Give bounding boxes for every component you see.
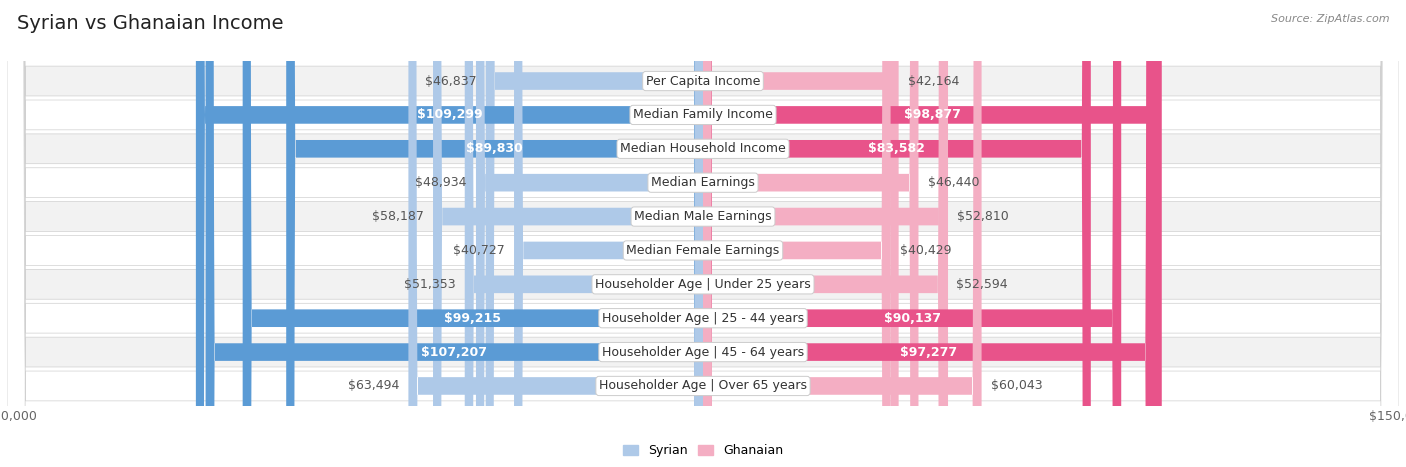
Text: $83,582: $83,582 — [869, 142, 925, 156]
FancyBboxPatch shape — [703, 0, 1154, 467]
FancyBboxPatch shape — [7, 0, 1399, 467]
FancyBboxPatch shape — [7, 0, 1399, 467]
FancyBboxPatch shape — [703, 0, 981, 467]
Text: Per Capita Income: Per Capita Income — [645, 75, 761, 87]
FancyBboxPatch shape — [7, 0, 1399, 467]
Legend: Syrian, Ghanaian: Syrian, Ghanaian — [619, 439, 787, 462]
FancyBboxPatch shape — [703, 0, 890, 467]
FancyBboxPatch shape — [408, 0, 703, 467]
Text: Median Male Earnings: Median Male Earnings — [634, 210, 772, 223]
FancyBboxPatch shape — [465, 0, 703, 467]
Text: Householder Age | Under 25 years: Householder Age | Under 25 years — [595, 278, 811, 291]
FancyBboxPatch shape — [195, 0, 703, 467]
FancyBboxPatch shape — [515, 0, 703, 467]
Text: Householder Age | Over 65 years: Householder Age | Over 65 years — [599, 380, 807, 392]
FancyBboxPatch shape — [7, 0, 1399, 467]
Text: $46,837: $46,837 — [425, 75, 477, 87]
FancyBboxPatch shape — [477, 0, 703, 467]
FancyBboxPatch shape — [7, 0, 1399, 467]
FancyBboxPatch shape — [485, 0, 703, 467]
Text: $63,494: $63,494 — [347, 380, 399, 392]
FancyBboxPatch shape — [703, 0, 918, 467]
FancyBboxPatch shape — [7, 0, 1399, 467]
FancyBboxPatch shape — [703, 0, 948, 467]
Text: $58,187: $58,187 — [371, 210, 423, 223]
Text: $107,207: $107,207 — [422, 346, 488, 359]
Text: Syrian vs Ghanaian Income: Syrian vs Ghanaian Income — [17, 14, 284, 33]
FancyBboxPatch shape — [703, 0, 948, 467]
Text: Median Female Earnings: Median Female Earnings — [627, 244, 779, 257]
Text: Source: ZipAtlas.com: Source: ZipAtlas.com — [1271, 14, 1389, 24]
FancyBboxPatch shape — [7, 0, 1399, 467]
Text: $40,727: $40,727 — [453, 244, 505, 257]
Text: Median Household Income: Median Household Income — [620, 142, 786, 156]
Text: Householder Age | 25 - 44 years: Householder Age | 25 - 44 years — [602, 311, 804, 325]
Text: $42,164: $42,164 — [908, 75, 959, 87]
FancyBboxPatch shape — [7, 0, 1399, 467]
Text: Median Earnings: Median Earnings — [651, 176, 755, 189]
FancyBboxPatch shape — [703, 0, 898, 467]
Text: $90,137: $90,137 — [883, 311, 941, 325]
Text: $99,215: $99,215 — [444, 311, 502, 325]
Text: $60,043: $60,043 — [991, 380, 1042, 392]
Text: Householder Age | 45 - 64 years: Householder Age | 45 - 64 years — [602, 346, 804, 359]
FancyBboxPatch shape — [7, 0, 1399, 467]
FancyBboxPatch shape — [243, 0, 703, 467]
FancyBboxPatch shape — [703, 0, 1091, 467]
Text: $109,299: $109,299 — [416, 108, 482, 121]
Text: $89,830: $89,830 — [467, 142, 523, 156]
FancyBboxPatch shape — [703, 0, 1121, 467]
Text: $52,594: $52,594 — [956, 278, 1008, 291]
FancyBboxPatch shape — [205, 0, 703, 467]
FancyBboxPatch shape — [703, 0, 1161, 467]
Text: $98,877: $98,877 — [904, 108, 960, 121]
FancyBboxPatch shape — [433, 0, 703, 467]
Text: Median Family Income: Median Family Income — [633, 108, 773, 121]
Text: $97,277: $97,277 — [900, 346, 957, 359]
Text: $51,353: $51,353 — [404, 278, 456, 291]
Text: $40,429: $40,429 — [900, 244, 952, 257]
FancyBboxPatch shape — [287, 0, 703, 467]
Text: $48,934: $48,934 — [415, 176, 467, 189]
Text: $46,440: $46,440 — [928, 176, 979, 189]
FancyBboxPatch shape — [7, 0, 1399, 467]
Text: $52,810: $52,810 — [957, 210, 1010, 223]
